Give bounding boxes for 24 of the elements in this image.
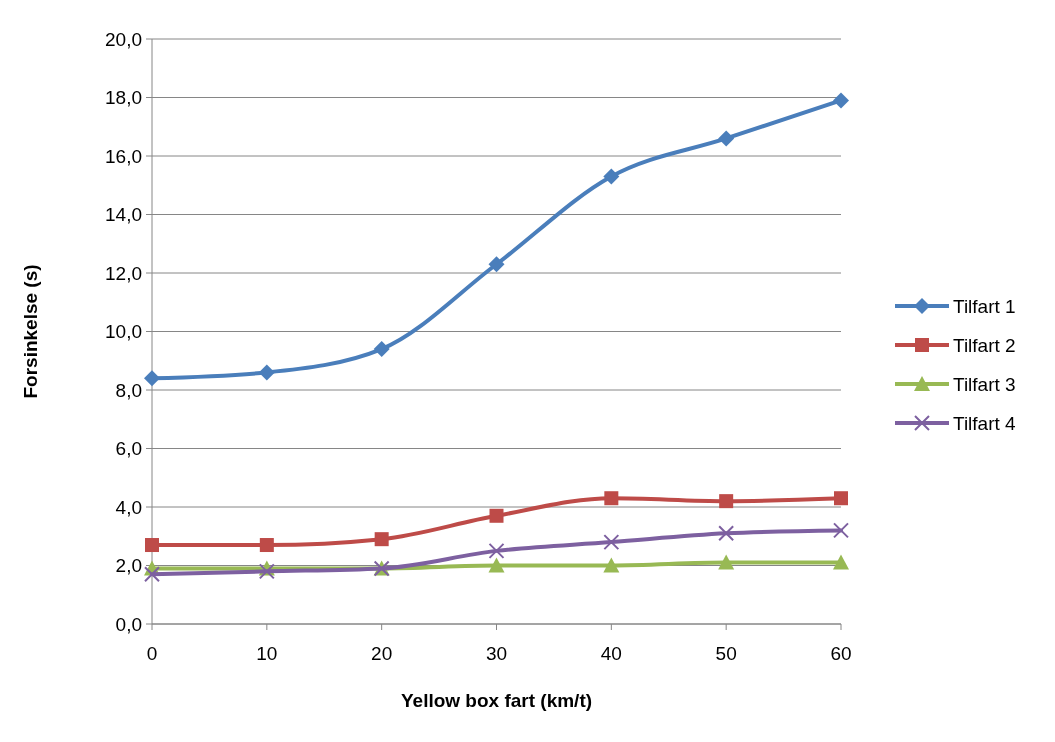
- x-tick-label: 50: [715, 643, 737, 664]
- y-tick-label: 16,0: [105, 145, 142, 167]
- legend-label: Tilfart 1: [953, 295, 1016, 317]
- y-tick-label: 8,0: [115, 379, 142, 401]
- x-axis-title: Yellow box fart (km/t): [400, 690, 593, 711]
- y-tick-label: 2,0: [115, 555, 142, 577]
- legend-label: Tilfart 3: [953, 373, 1016, 395]
- x-tick-label: 30: [485, 643, 508, 664]
- y-tick-label: 4,0: [115, 496, 142, 518]
- legend-label: Tilfart 2: [953, 334, 1016, 356]
- y-tick-label: 14,0: [105, 204, 142, 226]
- x-tick-label: 20: [371, 643, 393, 664]
- x-tick-label: 10: [256, 643, 278, 664]
- legend-label: Tilfart 4: [953, 412, 1017, 434]
- y-tick-label: 10,0: [105, 321, 142, 343]
- y-axis-title: Forsinkelse (s): [20, 264, 41, 399]
- y-tick-label: 0,0: [115, 613, 142, 635]
- x-tick-label: 40: [600, 643, 622, 664]
- y-tick-label: 20,0: [105, 28, 142, 50]
- x-tick-label: 60: [830, 643, 852, 664]
- y-tick-label: 6,0: [115, 438, 142, 460]
- y-tick-label: 12,0: [105, 262, 142, 284]
- y-tick-label: 18,0: [105, 87, 142, 109]
- x-tick-label: 0: [146, 643, 158, 664]
